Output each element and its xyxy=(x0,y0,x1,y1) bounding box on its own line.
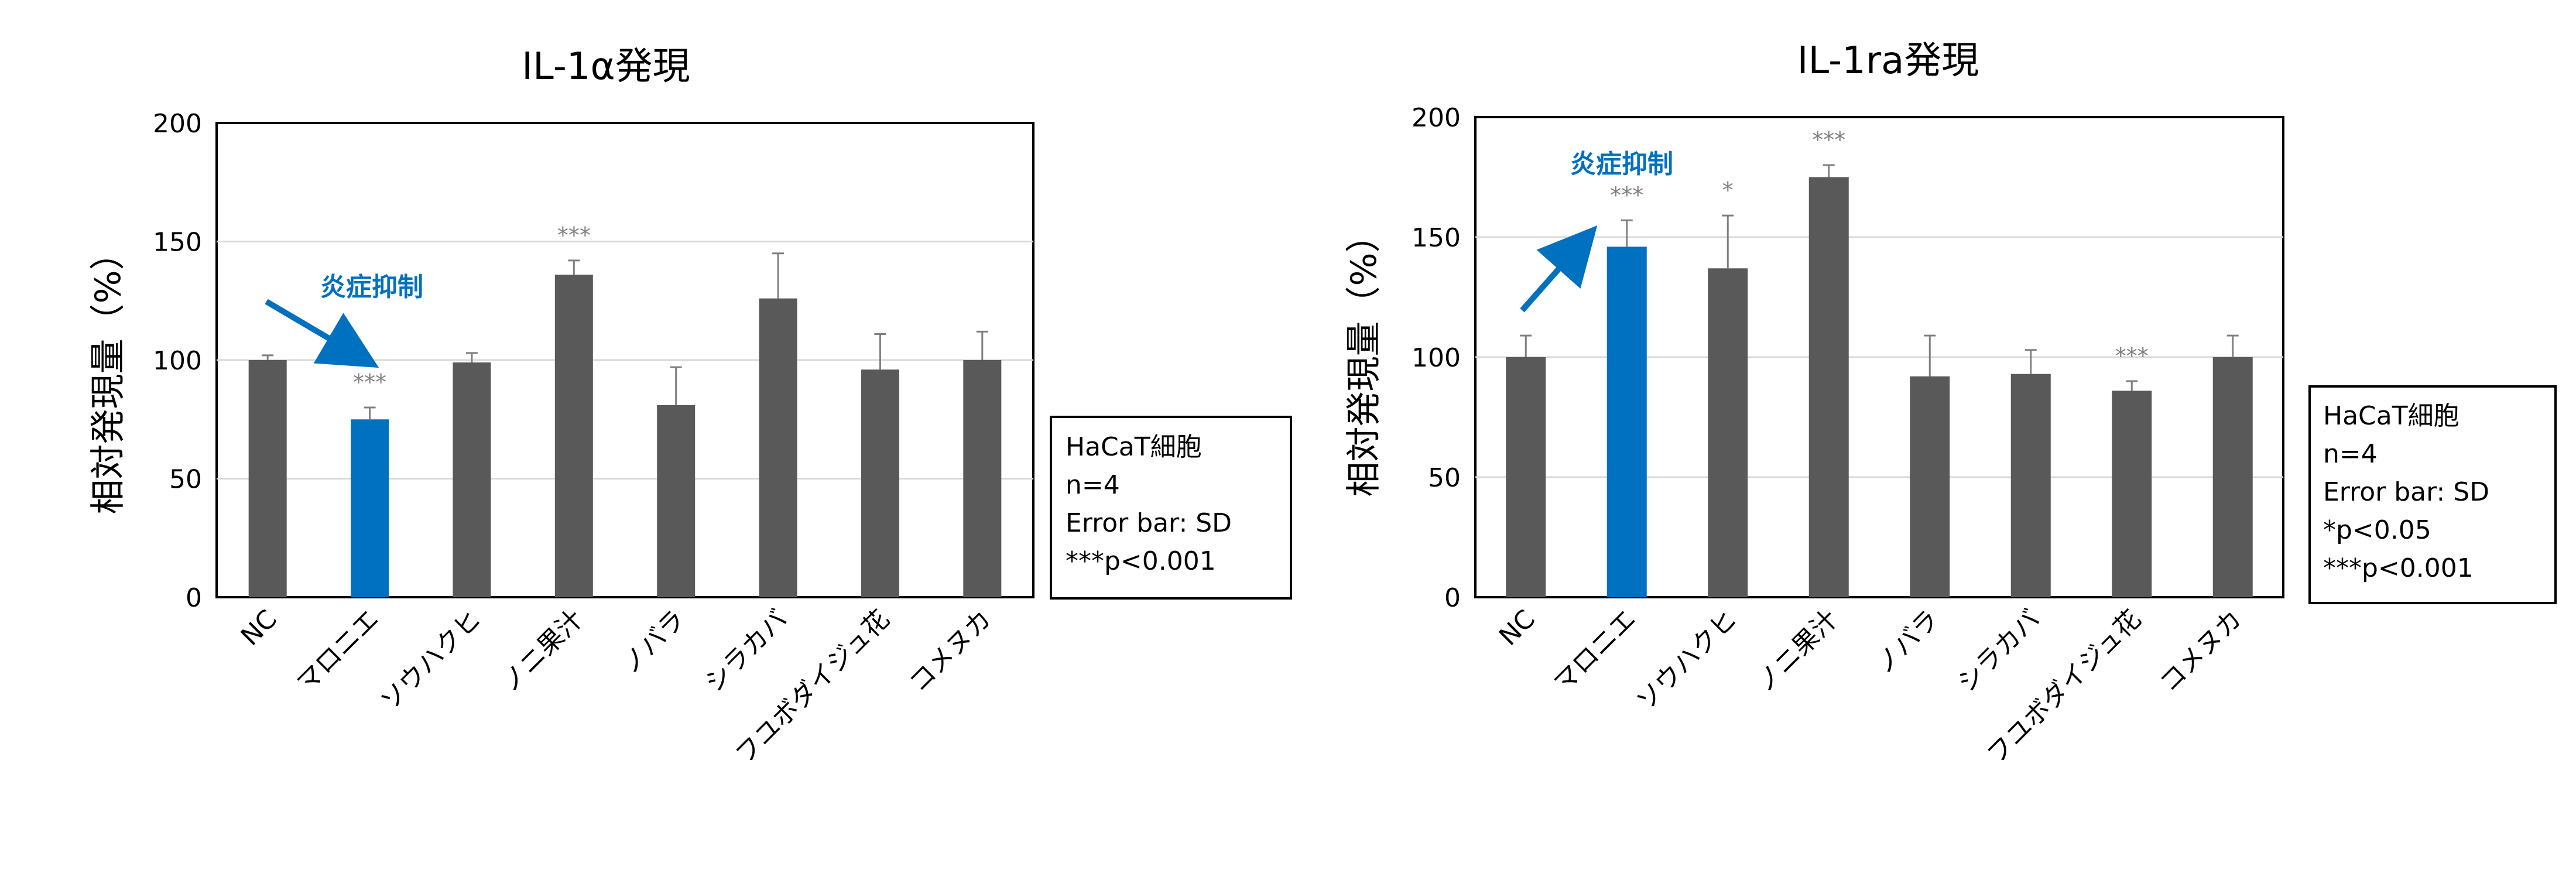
bar xyxy=(351,419,389,597)
legend-line: *p<0.05 xyxy=(2323,515,2431,545)
x-tick-label: シラカバ xyxy=(1952,604,2046,698)
y-tick-label: 100 xyxy=(153,346,202,376)
annotation-arrow xyxy=(1520,225,1598,313)
x-tick-label: ソウハクヒ xyxy=(375,604,487,717)
bar xyxy=(1708,268,1748,597)
x-tick-label: マロニエ xyxy=(291,604,385,698)
x-tick-label: NC xyxy=(1493,604,1541,652)
bar xyxy=(759,298,797,597)
chart-il1a: IL-1α発現 相対発現量（%） 0 50 100 150 200 *** *** NC マ… xyxy=(88,45,1292,770)
y-tick-label: 50 xyxy=(1428,463,1461,493)
significance-marker: *** xyxy=(1812,127,1845,153)
x-tick-label: シラカバ xyxy=(699,604,793,698)
significance-marker: *** xyxy=(1610,182,1643,208)
grid-lines xyxy=(1475,236,2283,478)
y-tick-label: 200 xyxy=(1412,103,1461,133)
bar xyxy=(1606,246,1647,597)
chart-title: IL-1α発現 xyxy=(522,45,690,88)
bar xyxy=(1808,177,1849,597)
x-tick-label: ノニ果汁 xyxy=(495,604,590,698)
bar xyxy=(2112,391,2152,597)
significance-marker: *** xyxy=(2115,343,2149,369)
y-tick-label: 0 xyxy=(1444,583,1461,613)
annotation-label: 炎症抑制 xyxy=(320,272,423,302)
legend-line: ***p<0.001 xyxy=(1066,546,1216,576)
x-tick-label: コメヌカ xyxy=(903,604,998,698)
significance-markers: *** *** xyxy=(353,222,591,395)
y-tick-label: 0 xyxy=(186,583,202,613)
bars xyxy=(1506,177,2253,597)
significance-markers: *** ******* xyxy=(1610,127,2149,369)
x-tick-label: マロニエ xyxy=(1548,604,1642,698)
legend-line: n=4 xyxy=(1066,470,1120,500)
annotation: 炎症抑制 xyxy=(1520,149,1673,313)
annotation-label: 炎症抑制 xyxy=(1570,149,1673,179)
legend-line: ***p<0.001 xyxy=(2323,553,2474,583)
bar xyxy=(453,362,491,597)
y-tick-label: 150 xyxy=(153,228,202,258)
y-tick-label: 100 xyxy=(1412,343,1461,373)
legend-line: Error bar: SD xyxy=(2323,477,2489,507)
bar xyxy=(861,369,899,597)
bars xyxy=(248,275,1002,597)
legend-frame xyxy=(1050,416,1292,600)
legend-line: HaCaT細胞 xyxy=(2323,401,2459,431)
bar xyxy=(248,360,287,597)
significance-marker: * xyxy=(1722,177,1734,203)
x-tick-label: コメヌカ xyxy=(2154,604,2248,698)
x-tick-label: NC xyxy=(235,604,283,652)
annotation: 炎症抑制 xyxy=(265,272,423,368)
y-axis-label: 相対発現量（%） xyxy=(1344,217,1385,497)
y-axis-ticks: 0 50 100 150 200 xyxy=(1412,103,1461,613)
x-tick-label: ノバラ xyxy=(615,604,691,680)
bar xyxy=(1910,376,1950,597)
y-axis-label: 相対発現量（%） xyxy=(88,235,129,514)
y-tick-label: 200 xyxy=(153,109,202,139)
legend-line: Error bar: SD xyxy=(1066,508,1232,538)
legend-line: n=4 xyxy=(2323,439,2378,469)
annotation-arrow xyxy=(265,299,379,368)
legend-line: HaCaT細胞 xyxy=(1066,432,1202,462)
y-axis-ticks: 0 50 100 150 200 xyxy=(153,109,202,613)
bar xyxy=(2212,357,2253,597)
x-tick-label: ノニ果汁 xyxy=(1750,604,1844,698)
error-bars xyxy=(1520,164,2239,391)
chart-title: IL-1ra発現 xyxy=(1797,39,1979,83)
bar xyxy=(554,275,593,597)
y-tick-label: 50 xyxy=(169,465,202,495)
legend-frame xyxy=(2308,385,2557,604)
y-tick-label: 150 xyxy=(1412,223,1461,253)
significance-marker: *** xyxy=(353,369,386,395)
legend-box: HaCaT細胞 n=4 Error bar: SD ***p<0.001 xyxy=(1050,416,1292,600)
bar xyxy=(2010,374,2051,597)
bar xyxy=(657,405,696,597)
x-tick-label: ソウハクヒ xyxy=(1630,604,1743,717)
x-tick-label: ノバラ xyxy=(1869,604,1945,680)
bar xyxy=(963,360,1002,597)
significance-marker: *** xyxy=(557,222,591,248)
error-bars xyxy=(262,252,988,420)
legend-box: HaCaT細胞 n=4 Error bar: SD *p<0.05 ***p<0… xyxy=(2308,385,2557,604)
bar xyxy=(1506,357,1546,597)
